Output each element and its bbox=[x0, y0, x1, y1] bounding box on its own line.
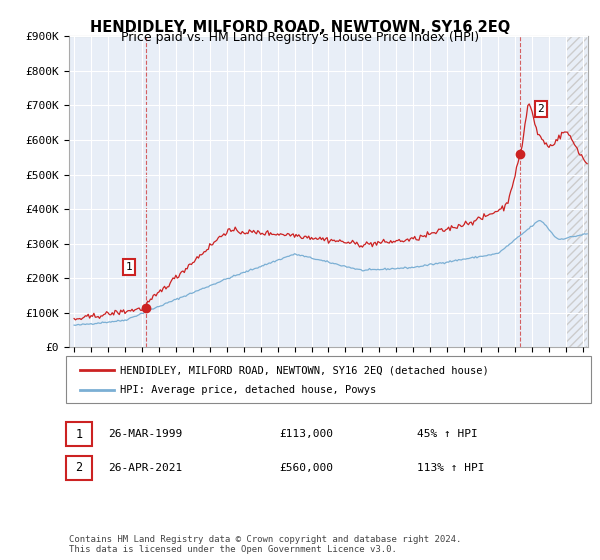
Text: 45% ↑ HPI: 45% ↑ HPI bbox=[417, 429, 478, 439]
Text: 26-MAR-1999: 26-MAR-1999 bbox=[108, 429, 182, 439]
Text: 1: 1 bbox=[76, 427, 82, 441]
Text: Contains HM Land Registry data © Crown copyright and database right 2024.
This d: Contains HM Land Registry data © Crown c… bbox=[69, 535, 461, 554]
Text: 2: 2 bbox=[76, 461, 82, 474]
Text: 26-APR-2021: 26-APR-2021 bbox=[108, 463, 182, 473]
Text: HPI: Average price, detached house, Powys: HPI: Average price, detached house, Powy… bbox=[120, 385, 376, 395]
Text: Price paid vs. HM Land Registry's House Price Index (HPI): Price paid vs. HM Land Registry's House … bbox=[121, 31, 479, 44]
Text: HENDIDLEY, MILFORD ROAD, NEWTOWN, SY16 2EQ (detached house): HENDIDLEY, MILFORD ROAD, NEWTOWN, SY16 2… bbox=[120, 365, 489, 375]
Text: 2: 2 bbox=[538, 104, 544, 114]
Text: HENDIDLEY, MILFORD ROAD, NEWTOWN, SY16 2EQ: HENDIDLEY, MILFORD ROAD, NEWTOWN, SY16 2… bbox=[90, 20, 510, 35]
Text: £113,000: £113,000 bbox=[279, 429, 333, 439]
Text: 113% ↑ HPI: 113% ↑ HPI bbox=[417, 463, 485, 473]
Text: £560,000: £560,000 bbox=[279, 463, 333, 473]
Text: 1: 1 bbox=[125, 262, 132, 272]
